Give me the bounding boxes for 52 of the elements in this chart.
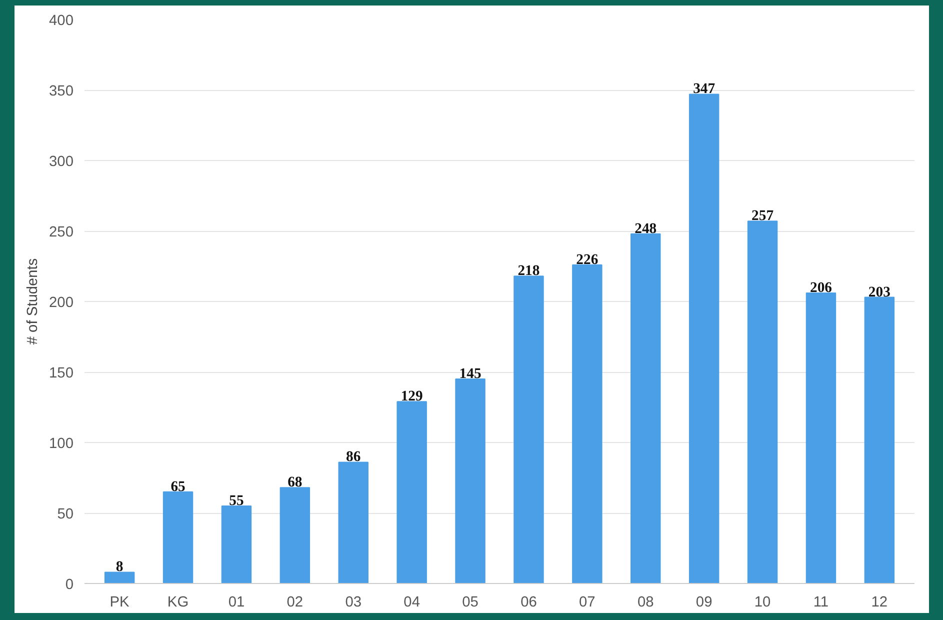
y-tick-label: 150 (49, 366, 74, 382)
bar (572, 264, 602, 584)
data-label: 8 (116, 559, 124, 576)
y-axis-title: # of Students (25, 258, 42, 345)
x-tick-label: 08 (637, 594, 654, 610)
y-tick-label: 400 (49, 13, 74, 29)
y-tick-label: 100 (49, 436, 74, 452)
data-label: 65 (170, 478, 186, 495)
x-tick-label: PK (110, 594, 130, 610)
data-label: 145 (459, 366, 482, 382)
y-tick-label: 300 (49, 154, 74, 170)
bar (338, 462, 368, 584)
x-tick-label: 02 (286, 594, 304, 610)
data-label: 86 (346, 449, 361, 466)
x-tick-label: 04 (404, 594, 420, 610)
x-tick-label: 12 (871, 594, 888, 610)
data-label: 203 (868, 284, 890, 300)
bar (162, 491, 194, 584)
bar (747, 220, 778, 584)
y-tick-label: 50 (57, 506, 74, 522)
bar (688, 94, 720, 584)
bar (396, 401, 427, 584)
y-tick-label: 350 (49, 84, 74, 100)
data-label: 248 (634, 220, 657, 237)
x-tick-label: 03 (345, 594, 362, 610)
bar (806, 292, 836, 584)
x-tick-label: 01 (228, 594, 245, 610)
bar (221, 505, 252, 584)
x-tick-label: 09 (696, 594, 712, 610)
x-tick-label: 06 (520, 594, 537, 610)
y-tick-label: 200 (49, 295, 74, 311)
bar (104, 572, 135, 584)
x-tick-label: KG (167, 594, 189, 610)
data-label: 55 (229, 492, 244, 509)
bar (864, 296, 895, 584)
data-label: 129 (400, 388, 423, 405)
x-tick-label: 07 (579, 594, 596, 610)
data-label: 68 (288, 474, 302, 491)
bar (630, 233, 661, 584)
y-tick-label: 250 (49, 224, 74, 240)
data-label: 218 (518, 263, 540, 280)
bar (280, 487, 310, 584)
x-tick-label: 10 (754, 594, 771, 610)
y-tick-label: 0 (65, 577, 74, 593)
x-tick-label: 11 (813, 594, 829, 610)
data-label: 206 (810, 280, 832, 296)
data-label: 347 (693, 81, 716, 98)
data-label: 257 (752, 208, 774, 224)
data-label: 226 (576, 252, 598, 268)
bar (455, 378, 486, 584)
bar (514, 276, 544, 584)
x-tick-label: 05 (462, 594, 478, 610)
